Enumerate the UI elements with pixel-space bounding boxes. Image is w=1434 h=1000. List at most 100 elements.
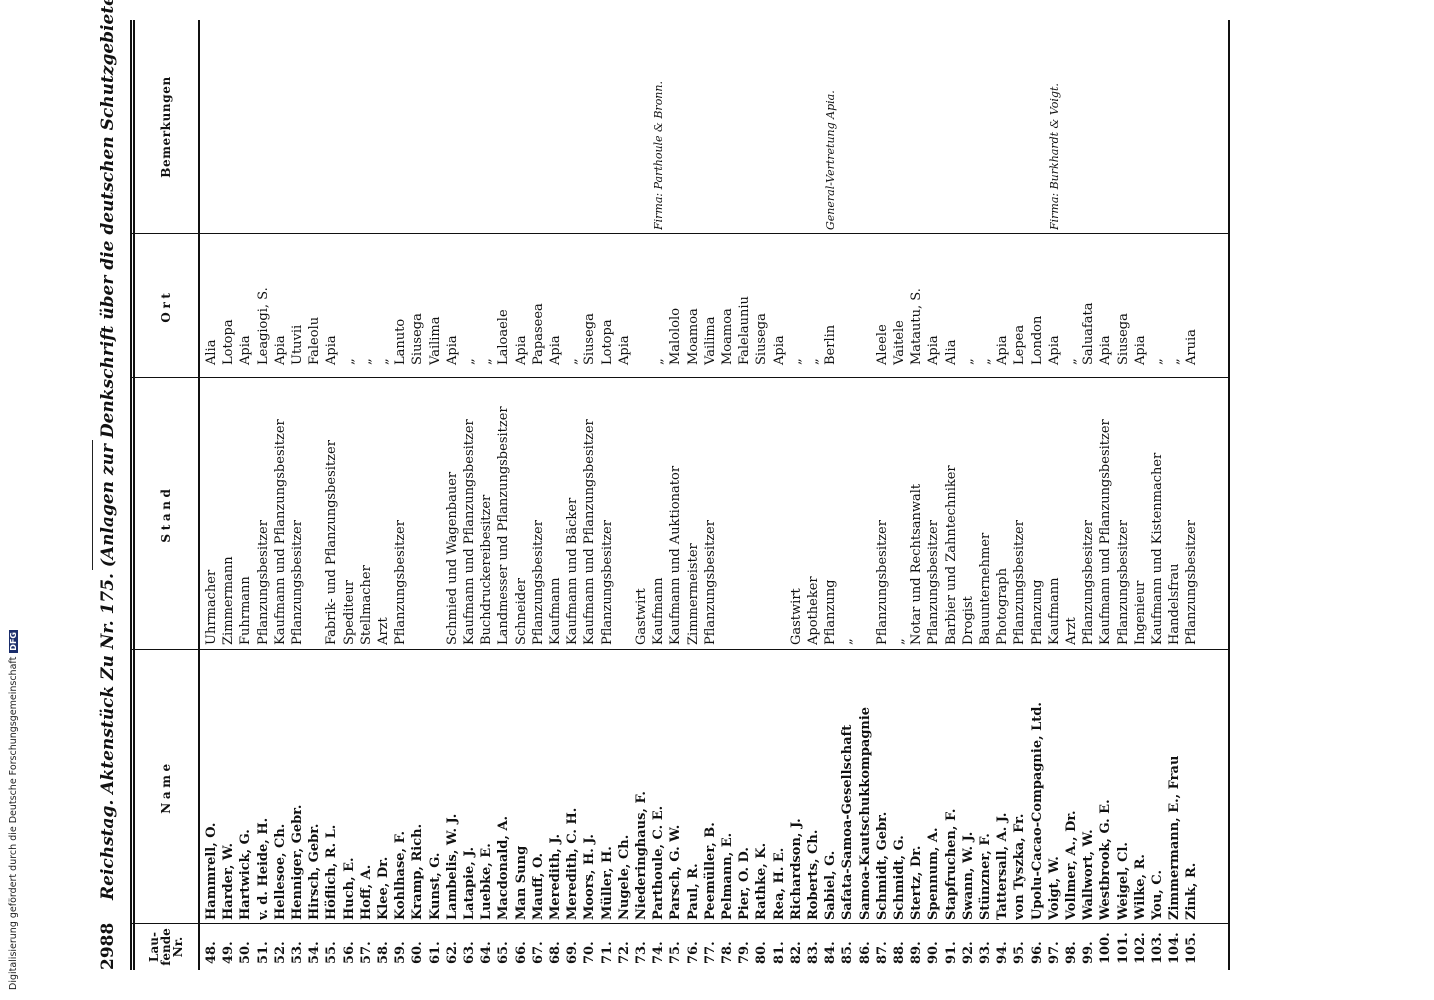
table-row: 94. Tattersall, A. J. Photograph Apia bbox=[995, 20, 1011, 970]
table-row: 64. Luebke, E. Buchdruckereibesitzer „ bbox=[479, 20, 495, 970]
row-name: Weigel, Cl. bbox=[1115, 842, 1131, 920]
header-ort: Ort bbox=[159, 289, 173, 323]
row-stand: Fuhrmann bbox=[238, 576, 254, 645]
row-ort: Alia bbox=[204, 339, 219, 365]
row-name: Hirsch, Gebr. bbox=[307, 823, 323, 920]
row-stand: Photograph bbox=[995, 568, 1011, 645]
table-row: 56. Huch, E. Spediteur „ bbox=[342, 20, 358, 970]
row-stand: Uhrmacher bbox=[204, 569, 219, 645]
row-stand: Pflanzungsbesitzer bbox=[1115, 520, 1131, 645]
row-ort: „ bbox=[978, 358, 993, 365]
row-ort: „ bbox=[565, 358, 581, 365]
row-name: Pier, O. D. bbox=[737, 847, 753, 920]
row-name: Zink, R. bbox=[1184, 862, 1200, 920]
row-number: 93. bbox=[978, 941, 993, 964]
row-name: Klee, Dr. bbox=[376, 856, 391, 920]
row-number: 62. bbox=[444, 941, 460, 964]
row-name: Macdonald, A. bbox=[496, 815, 512, 920]
row-ort: Lepea bbox=[1012, 324, 1028, 365]
row-ort: Siusega bbox=[754, 313, 770, 365]
row-stand: Kaufmann bbox=[1046, 577, 1062, 645]
row-stand: Pflanzungsbesitzer bbox=[393, 520, 409, 645]
row-number: 67. bbox=[530, 941, 546, 964]
table-row: 105. Zink, R. Pflanzungsbesitzer Aruia bbox=[1184, 20, 1200, 970]
row-ort: Apia bbox=[926, 335, 942, 365]
row-ort: Lotopa bbox=[599, 319, 615, 365]
table-row: 51. v. d. Heide, H. Pflanzungsbesitzer Leag… bbox=[256, 20, 272, 970]
row-name: Hammrell, O. bbox=[204, 822, 219, 920]
row-ort: Apia bbox=[1046, 335, 1062, 365]
row-number: 63. bbox=[462, 941, 477, 964]
row-number: 98. bbox=[1064, 941, 1079, 964]
row-number: 68. bbox=[548, 941, 563, 964]
row-number: 51. bbox=[255, 941, 271, 964]
table-row: 104. Zimmermann, E., Frau Handelsfrau „ bbox=[1167, 20, 1183, 970]
table-row: 53. Henniger, Gebr. Pflanzungsbesitzer Utuv… bbox=[290, 20, 306, 970]
row-ort: Lanuto bbox=[393, 318, 409, 365]
row-ort: Vailima bbox=[427, 316, 443, 366]
row-name: Meredith, J. bbox=[548, 834, 563, 920]
table-row: 89. Stertz, Dr. Notar und Rechtsanwalt Mata… bbox=[909, 20, 925, 970]
row-number: 60. bbox=[410, 941, 426, 964]
row-ort: Utuvii bbox=[290, 324, 305, 365]
table-row: 78. Pelmann, E. Moamoa bbox=[720, 20, 736, 970]
row-ort: Leagiogi, S. bbox=[255, 287, 271, 365]
table-row: 49. Harder, W. Zimmermann Lotopa bbox=[221, 20, 237, 970]
row-stand: Buchdruckereibesitzer bbox=[479, 494, 495, 645]
table-row: 91. Stapfruchen, F. Barbier und Zahntechni… bbox=[944, 20, 960, 970]
row-name: Samoa-Kautschukkompagnie bbox=[857, 706, 873, 920]
row-ort: Papaseea bbox=[530, 303, 546, 365]
row-name: Höflich, R. L. bbox=[324, 824, 340, 920]
row-number: 71. bbox=[599, 941, 615, 964]
table-row: 101. Weigel, Cl. Pflanzungsbesitzer Siusega bbox=[1116, 20, 1132, 970]
row-ort: „ bbox=[376, 358, 391, 365]
row-number: 49. bbox=[221, 941, 237, 964]
row-ort: Faleolu bbox=[307, 316, 323, 365]
row-stand: Kaufmann und Kistenmacher bbox=[1150, 452, 1165, 645]
table-row: 99. Wallwort, W. Pflanzungsbesitzer Saluafa… bbox=[1081, 20, 1097, 970]
row-stand: Pflanzungsbesitzer bbox=[1012, 520, 1028, 645]
row-name: Parsch, G. W. bbox=[668, 824, 684, 920]
row-name: Vollmer, A., Dr. bbox=[1064, 810, 1079, 920]
table-row: 57. Hoff, A. Stellmacher „ bbox=[359, 20, 375, 970]
row-name: Voigt, W. bbox=[1046, 856, 1062, 920]
row-name: Schmidt, Gebr. bbox=[874, 811, 890, 920]
row-name: Westbrook, G. E. bbox=[1098, 799, 1114, 920]
table-row: 98. Vollmer, A., Dr. Arzt „ bbox=[1064, 20, 1080, 970]
table-row: 63. Latapie, J. Kaufmann und Pflanzungsbes… bbox=[462, 20, 478, 970]
row-stand: Schmied und Wagenbauer bbox=[444, 471, 460, 645]
table-row: 79. Pier, O. D. Falelauniu bbox=[737, 20, 753, 970]
digitization-credit: Digitalisierung gefördert durch die Deut… bbox=[8, 630, 19, 990]
table-row: 96. Upolu-Cacao-Compagnie, Ltd. Pflanzung L… bbox=[1030, 20, 1046, 970]
row-number: 89. bbox=[909, 941, 925, 964]
row-name: Kohlhase, F. bbox=[393, 830, 409, 920]
row-name: Rea, H. E. bbox=[771, 847, 787, 920]
table-row: 76. Paul, R. Zimmermeister Moamoa bbox=[686, 20, 702, 970]
row-number: 50. bbox=[238, 941, 254, 964]
row-stand: Spediteur bbox=[341, 580, 357, 645]
row-stand: Pflanzungsbesitzer bbox=[1184, 520, 1200, 645]
table-row: 93. Stünzner, F. Bauunternehmer „ bbox=[978, 20, 994, 970]
table-row: 92. Swann, W. J. Drogist „ bbox=[961, 20, 977, 970]
row-ort: „ bbox=[806, 358, 821, 365]
header-rule-double bbox=[133, 20, 135, 970]
row-stand: Ingenieur bbox=[1132, 580, 1148, 645]
row-stand: Kaufmann und Pflanzungsbesitzer bbox=[272, 419, 288, 645]
row-stand: Landmesser und Pflanzungsbesitzer bbox=[496, 406, 512, 645]
row-ort: „ bbox=[358, 358, 374, 365]
row-stand: Stellmacher bbox=[358, 565, 374, 645]
row-ort: London bbox=[1029, 315, 1045, 365]
row-stand: Gastwirt bbox=[788, 588, 804, 645]
row-number: 91. bbox=[943, 941, 959, 964]
row-name: Pelmann, E. bbox=[720, 832, 735, 920]
table-row: 55. Höflich, R. L. Fabrik- und Pflanzungsb… bbox=[324, 20, 340, 970]
row-ort: Moamoa bbox=[685, 308, 701, 365]
row-stand: Pflanzungsbesitzer bbox=[255, 520, 271, 645]
page-title: Reichstag. Aktenstück Zu Nr. 175. (Anlag… bbox=[98, 0, 118, 900]
row-name: Stünzner, F. bbox=[978, 833, 993, 920]
row-name: Meredith, C. H. bbox=[565, 807, 581, 920]
table-row: 52. Hellesoe, Ch. Kaufmann und Pflanzungsb… bbox=[273, 20, 289, 970]
row-ort: Siusega bbox=[410, 313, 426, 365]
table-row: 97. Voigt, W. Kaufmann Apia Firma: Burkhardt… bbox=[1047, 20, 1063, 970]
row-name: Luebke, E. bbox=[479, 843, 495, 920]
